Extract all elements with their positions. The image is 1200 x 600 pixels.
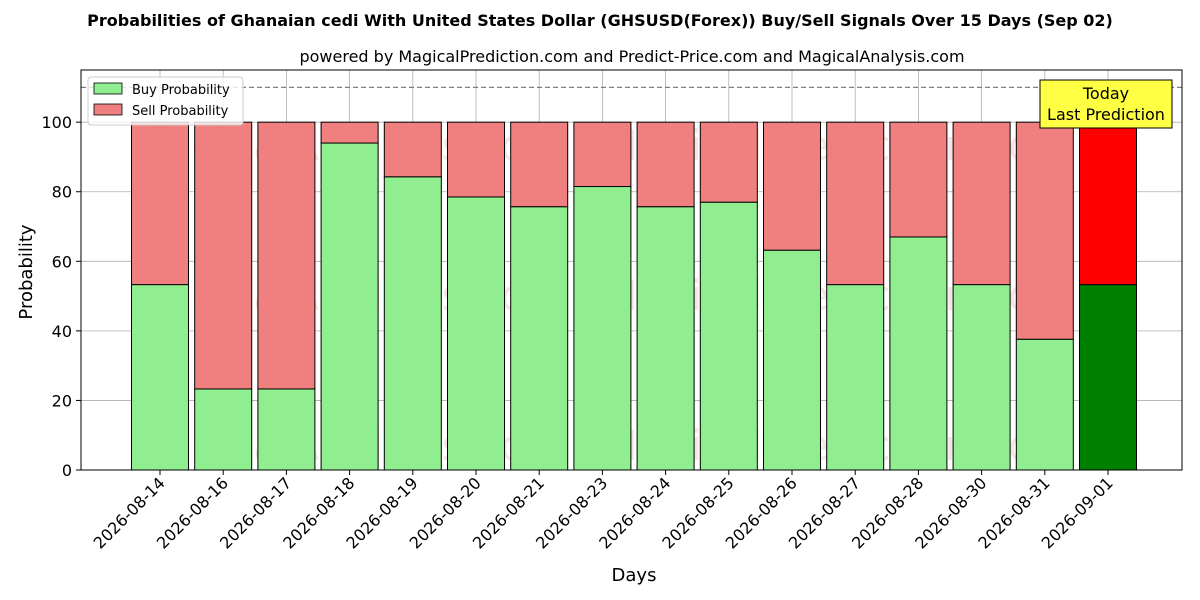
sell-bar [573,121,632,188]
x-axis-label: Days [612,565,657,586]
buy-bar [952,284,1011,471]
legend-label-buy: Buy Probability [132,83,230,98]
sell-bar [510,121,569,208]
annotation-line2: Last Prediction [1047,105,1165,124]
buy-bar [573,186,632,471]
y-tick-label: 0 [62,461,72,480]
y-tick-label: 80 [52,183,72,202]
sell-bar [383,121,442,178]
bars [131,121,1137,471]
buy-bar [447,196,505,471]
today-annotation: Today Last Prediction [1039,79,1173,129]
y-axis-label: Probability [16,224,37,319]
sell-bar [699,121,758,203]
legend: Buy Probability Sell Probability [87,76,244,126]
y-tick-label: 60 [52,252,72,271]
annotation-line1: Today [1082,84,1129,103]
buy-bar [763,249,821,471]
buy-bar [257,388,316,471]
buy-bar [1015,338,1074,471]
buy-bar [699,201,758,471]
buy-bar [131,284,189,471]
y-tick-label: 40 [52,322,72,341]
buy-bar [320,142,379,471]
buy-bar [194,388,253,471]
x-axis: 2026-08-142026-08-162026-08-172026-08-18… [90,470,1117,553]
sell-bar [257,121,316,390]
buy-bar [826,284,885,471]
y-axis: 0 20 40 60 80 100 [41,113,81,480]
buy-bar [1079,284,1137,471]
sell-bar [763,121,821,251]
sell-bar [952,121,1011,286]
buy-bar [383,176,442,471]
chart-subtitle: powered by MagicalPrediction.com and Pre… [299,47,964,66]
sell-bar [1015,121,1074,340]
annotation-box [1039,79,1173,129]
plot-frame [80,69,1183,471]
sell-bar [447,121,505,198]
sell-bar [194,121,253,390]
y-tick-label: 20 [52,391,72,410]
legend-frame [87,76,244,126]
sell-bar [889,121,948,238]
chart-title: Probabilities of Ghanaian cedi With Unit… [87,11,1113,30]
buy-bar [636,206,695,471]
legend-label-sell: Sell Probability [132,104,229,119]
legend-swatch-sell [93,103,123,116]
buy-bar [889,236,948,471]
sell-bar [826,121,885,286]
sell-bar [131,121,189,286]
y-tick-label: 100 [41,113,72,132]
legend-swatch-buy [93,82,123,95]
sell-bar [320,121,379,144]
buy-bar [510,206,569,471]
sell-bar [1079,121,1137,286]
sell-bar [636,121,695,208]
